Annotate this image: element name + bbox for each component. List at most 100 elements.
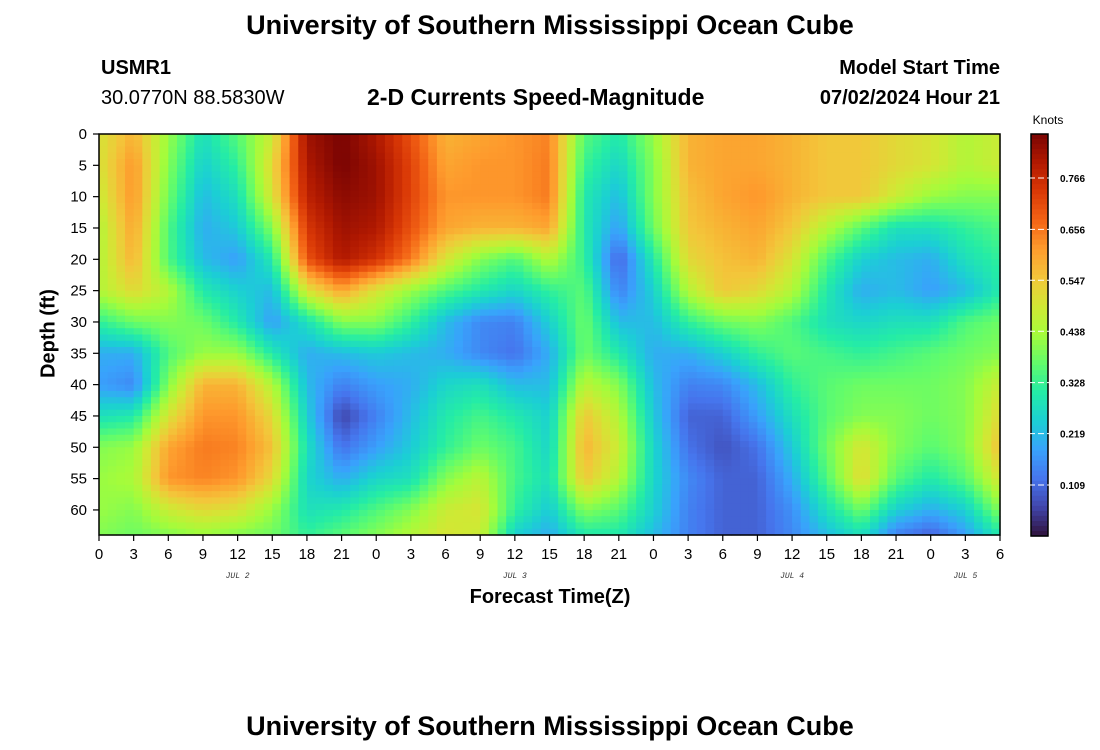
heatmap-cell [445, 290, 455, 298]
heatmap-cell [358, 397, 369, 405]
heatmap-cell [202, 240, 213, 248]
heatmap-cell [592, 303, 603, 311]
heatmap-cell [887, 428, 897, 436]
heatmap-cell [445, 253, 455, 260]
heatmap-cell [887, 152, 897, 160]
heatmap-cell [948, 422, 958, 430]
heatmap-cell [324, 259, 334, 267]
heatmap-cell [540, 234, 551, 242]
heatmap-cell [402, 390, 412, 398]
heatmap-cell [601, 315, 611, 323]
heatmap-cell [176, 253, 187, 260]
heatmap-cell [670, 334, 681, 342]
heatmap-cell [315, 390, 325, 398]
heatmap-cell [263, 353, 273, 361]
heatmap-cell [419, 165, 429, 173]
heatmap-cell [324, 340, 334, 348]
heatmap-cell [376, 253, 386, 260]
heatmap-cell [636, 221, 646, 229]
heatmap-cell [670, 165, 681, 173]
heatmap-cell [116, 253, 126, 260]
heatmap-cell [974, 290, 984, 298]
heatmap-cell [662, 397, 672, 405]
heatmap-cell [272, 378, 282, 386]
heatmap-cell [887, 347, 897, 354]
heatmap-cell [376, 159, 386, 166]
heatmap-cell [939, 271, 949, 279]
heatmap-cell [116, 428, 126, 436]
heatmap-cell [324, 384, 334, 392]
heatmap-cell [896, 271, 906, 279]
heatmap-cell [948, 190, 958, 198]
heatmap-cell [514, 284, 525, 292]
heatmap-cell [332, 409, 343, 417]
heatmap-cell [168, 403, 178, 411]
heatmap-cell [454, 303, 464, 311]
heatmap-cell [878, 372, 888, 379]
heatmap-cell [445, 315, 455, 323]
heatmap-cell [748, 303, 759, 311]
heatmap-cell [532, 184, 542, 191]
heatmap-cell [549, 334, 559, 342]
heatmap-cell [618, 372, 629, 379]
heatmap-cell [454, 159, 464, 166]
heatmap-cell [948, 428, 958, 436]
heatmap-cell [315, 340, 325, 348]
heatmap-cell [497, 340, 507, 348]
heatmap-cell [696, 134, 707, 141]
heatmap-cell [627, 384, 637, 392]
heatmap-cell [818, 246, 828, 254]
heatmap-cell [358, 428, 369, 436]
heatmap-cell [792, 334, 802, 342]
heatmap-cell [956, 271, 966, 279]
heatmap-cell [488, 422, 499, 430]
heatmap-cell [974, 165, 984, 173]
heatmap-cell [480, 259, 490, 267]
heatmap-cell [124, 428, 135, 436]
heatmap-cell [142, 321, 152, 329]
heatmap-cell [272, 290, 282, 298]
heatmap-cell [584, 303, 594, 311]
heatmap-cell [965, 140, 975, 148]
heatmap-cell [878, 140, 888, 148]
heatmap-cell [289, 397, 299, 405]
heatmap-cell [982, 140, 992, 148]
heatmap-cell [549, 253, 559, 260]
heatmap-cell [428, 259, 438, 267]
heatmap-cell [488, 347, 499, 354]
heatmap-cell [176, 284, 187, 292]
heatmap-cell [228, 177, 239, 185]
heatmap-cell [341, 290, 351, 298]
heatmap-cell [714, 403, 724, 411]
heatmap-cell [913, 196, 923, 204]
heatmap-cell [133, 234, 143, 242]
heatmap-cell [211, 271, 221, 279]
heatmap-cell [107, 196, 117, 204]
heatmap-cell [662, 422, 672, 430]
heatmap-cell [263, 246, 273, 254]
heatmap-cell [740, 152, 750, 160]
heatmap-cell [904, 240, 914, 248]
heatmap-cell [731, 159, 741, 166]
heatmap-cell [220, 146, 230, 154]
heatmap-cell [376, 202, 386, 210]
heatmap-cell [670, 353, 681, 361]
heatmap-cell [904, 340, 914, 348]
heatmap-cell [913, 140, 923, 148]
heatmap-cell [644, 365, 655, 373]
heatmap-cell [402, 165, 412, 173]
heatmap-cell [202, 321, 213, 329]
heatmap-cell [861, 397, 871, 405]
heatmap-cell [272, 353, 282, 361]
heatmap-cell [653, 347, 663, 354]
heatmap-cell [670, 140, 681, 148]
heatmap-cell [124, 209, 135, 217]
heatmap-cell [523, 134, 533, 141]
heatmap-cell [878, 184, 888, 191]
heatmap-cell [818, 284, 828, 292]
heatmap-cell [350, 159, 360, 166]
heatmap-cell [766, 303, 776, 311]
heatmap-cell [748, 284, 759, 292]
heatmap-cell [948, 372, 958, 379]
heatmap-cell [835, 390, 845, 398]
